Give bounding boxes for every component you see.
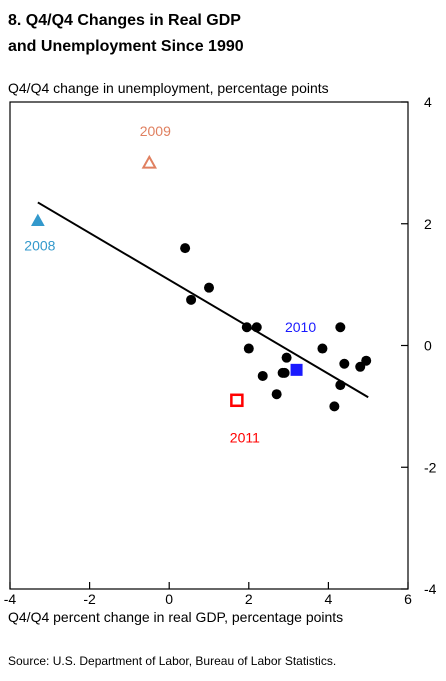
axis-ticks — [9, 101, 409, 590]
x-tick-label: 2 — [245, 591, 253, 607]
chart-title: 8. Q4/Q4 Changes in Real GDP and Unemplo… — [8, 8, 244, 60]
chart-title-line-1: 8. Q4/Q4 Changes in Real GDP — [8, 12, 241, 29]
y-tick-label: 0 — [424, 338, 432, 354]
x-tick-label: -2 — [83, 591, 96, 607]
highlight-marker-2008 — [31, 213, 45, 227]
y-tick-label: 4 — [424, 94, 432, 110]
data-point — [204, 282, 214, 293]
data-point — [361, 355, 372, 366]
data-point — [279, 367, 290, 378]
data-point — [271, 389, 282, 400]
x-tick-label: 6 — [404, 591, 412, 607]
y-axis-label: Q4/Q4 change in unemployment, percentage… — [8, 80, 329, 96]
highlighted-years: 2008 2009 2010 2011 — [24, 123, 316, 445]
data-point — [241, 322, 252, 333]
highlight-marker-2009 — [141, 154, 157, 169]
y-tick-label: -4 — [424, 581, 437, 597]
data-point — [335, 380, 346, 391]
axis-tick-labels: -4 -2 0 2 4 6 -4 -2 0 2 4 — [4, 94, 437, 607]
highlight-marker-2010 — [290, 363, 303, 376]
data-point — [180, 243, 191, 254]
y-tick-label: -2 — [424, 459, 437, 475]
chart-title-line-2: and Unemployment Since 1990 — [8, 38, 244, 55]
x-axis-label: Q4/Q4 percent change in real GDP, percen… — [8, 609, 344, 625]
source-note: Source: U.S. Department of Labor, Bureau… — [8, 654, 337, 668]
x-tick-label: -4 — [4, 591, 17, 607]
data-points — [180, 243, 372, 412]
data-point — [251, 322, 262, 333]
highlight-label-2009: 2009 — [140, 123, 171, 139]
highlight-label-2011: 2011 — [230, 429, 260, 445]
data-point — [186, 294, 197, 305]
highlight-label-2008: 2008 — [24, 238, 55, 254]
data-point — [339, 358, 350, 369]
x-tick-label: 0 — [165, 591, 173, 607]
plot-frame — [9, 101, 409, 590]
data-point — [281, 352, 292, 363]
data-point — [329, 401, 340, 412]
data-point — [335, 322, 346, 333]
highlight-marker-2011 — [230, 393, 244, 408]
trend-line — [37, 201, 369, 399]
data-point — [257, 370, 268, 381]
data-point — [243, 343, 254, 354]
y-tick-label: 2 — [424, 216, 432, 232]
highlight-label-2010: 2010 — [285, 319, 316, 335]
data-point — [317, 343, 328, 354]
x-tick-label: 4 — [325, 591, 333, 607]
